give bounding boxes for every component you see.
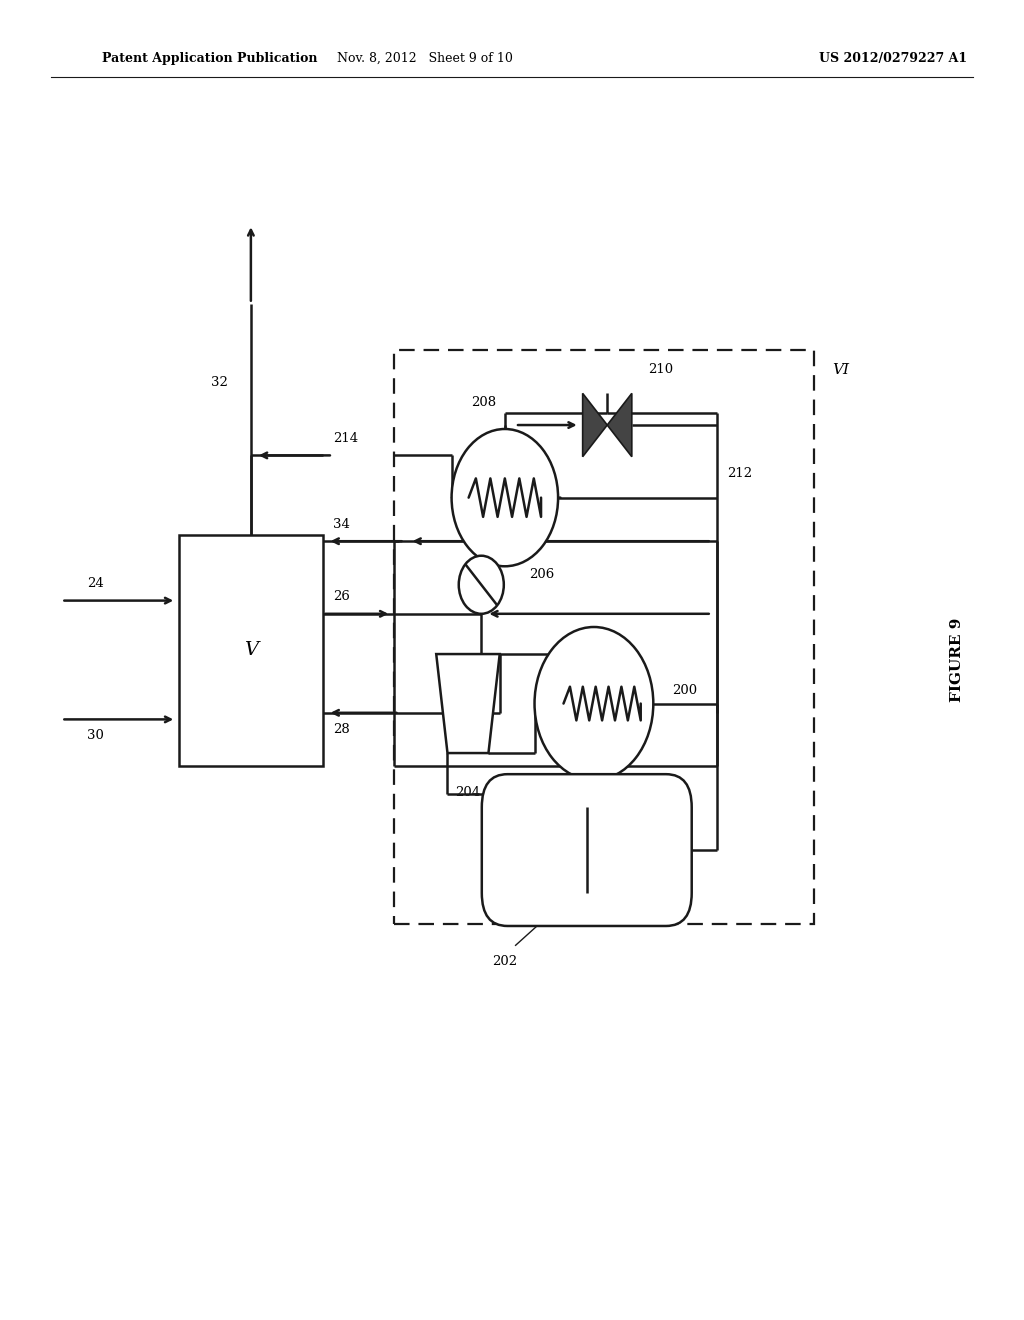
Text: 204: 204 [456,785,480,799]
Polygon shape [583,393,607,457]
Circle shape [459,556,504,614]
Text: Nov. 8, 2012   Sheet 9 of 10: Nov. 8, 2012 Sheet 9 of 10 [337,51,513,65]
Text: 200: 200 [672,684,697,697]
Text: VI: VI [833,363,850,376]
Text: 30: 30 [87,729,103,742]
Text: 210: 210 [648,363,674,376]
Circle shape [535,627,653,780]
Text: US 2012/0279227 A1: US 2012/0279227 A1 [819,51,968,65]
Text: 214: 214 [333,432,358,445]
Text: FIGURE 9: FIGURE 9 [950,618,965,702]
Text: 202: 202 [493,956,517,968]
Polygon shape [607,393,632,457]
Text: 34: 34 [333,517,349,531]
Polygon shape [436,653,500,752]
Text: 24: 24 [87,577,103,590]
FancyBboxPatch shape [481,774,692,927]
Text: 32: 32 [212,376,228,389]
Circle shape [452,429,558,566]
Text: 206: 206 [529,568,555,581]
Text: Patent Application Publication: Patent Application Publication [102,51,317,65]
Bar [179,535,323,766]
Text: 28: 28 [333,723,349,737]
Text: 212: 212 [727,467,753,480]
Text: 208: 208 [471,396,497,409]
Text: 26: 26 [333,590,349,603]
Text: V: V [244,642,258,659]
